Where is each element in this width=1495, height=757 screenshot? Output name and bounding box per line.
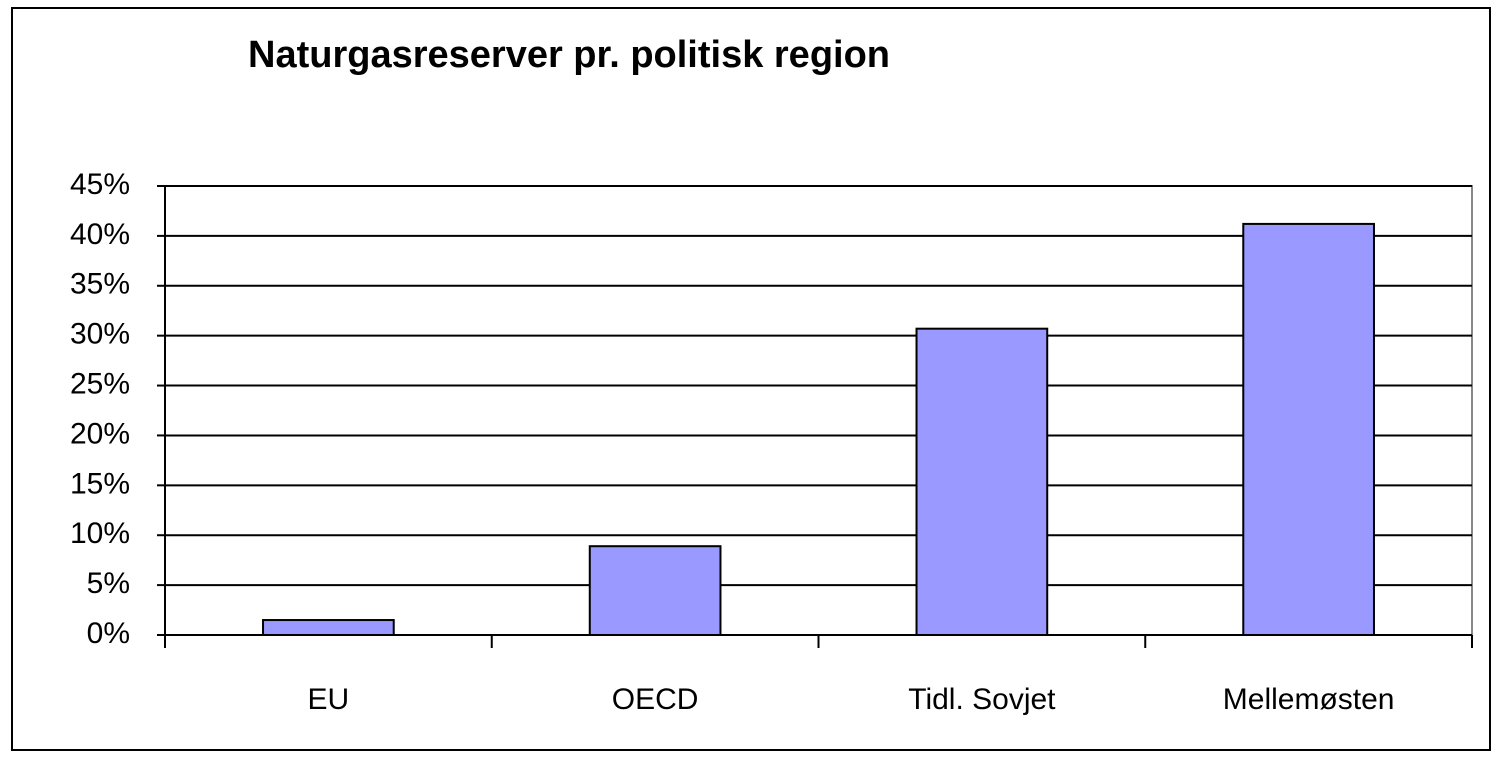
y-tick-label: 30% [70, 318, 130, 351]
y-tick-label: 20% [70, 417, 130, 450]
y-tick-label: 40% [70, 218, 130, 251]
x-tick-label: OECD [612, 683, 699, 716]
x-tick-label: Tidl. Sovjet [908, 683, 1056, 716]
chart-title: Naturgasreserver pr. politisk region [248, 34, 890, 76]
x-tick-label: Mellemøsten [1223, 683, 1395, 716]
y-tick-label: 0% [87, 617, 130, 650]
y-tick-label: 5% [87, 567, 130, 600]
y-tick-label: 35% [70, 268, 130, 301]
bar [588, 545, 722, 636]
y-tick-label: 25% [70, 367, 130, 400]
y-tick-label: 45% [70, 168, 130, 201]
y-tick-label: 10% [70, 517, 130, 550]
y-tick-label: 15% [70, 467, 130, 500]
bar [262, 619, 395, 636]
bar [1242, 222, 1375, 636]
x-tick-label: EU [308, 683, 350, 716]
bar [915, 327, 1049, 636]
